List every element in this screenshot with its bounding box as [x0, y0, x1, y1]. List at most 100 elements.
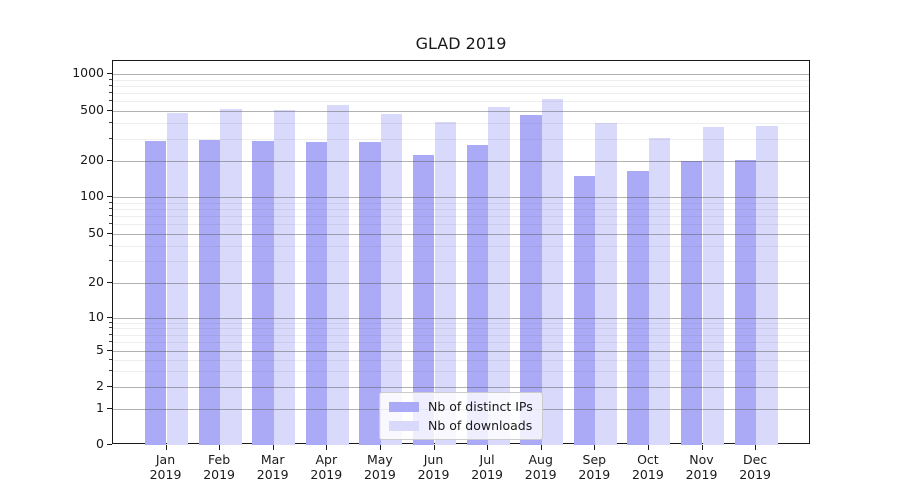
y-tick-mark	[107, 408, 112, 409]
bar-downloads-may	[380, 114, 403, 445]
x-tick-month: May	[366, 452, 393, 467]
y-tick-label: 1000	[72, 65, 104, 81]
major-gridline	[113, 74, 809, 76]
y-tick-label: 0	[96, 436, 104, 451]
bar-ips-jan	[144, 141, 167, 445]
bar-downloads-jul	[488, 107, 510, 445]
x-tick-mark	[379, 445, 381, 450]
y-tick-label: 50	[88, 225, 104, 241]
bar-ips-dec	[734, 159, 757, 445]
x-tick-year: 2019	[363, 467, 396, 482]
y-minor-tick-mark	[109, 215, 112, 217]
x-tick-year: 2019	[203, 467, 235, 482]
x-tick-month: Aug	[528, 452, 553, 467]
y-minor-tick-mark	[109, 260, 112, 262]
bar-ips-feb	[198, 139, 221, 445]
y-minor-tick-mark	[109, 341, 112, 343]
x-tick-month: Jan	[155, 452, 176, 467]
bar-ips-aug	[520, 115, 542, 445]
x-tick-mark	[755, 445, 757, 450]
bar-ips-mar	[252, 140, 274, 445]
x-tick-year: 2019	[631, 467, 664, 482]
y-tick-mark	[107, 282, 112, 283]
x-tick-month: Oct	[637, 452, 659, 467]
x-tick-year: 2019	[256, 467, 289, 482]
x-tick-mark	[272, 445, 274, 450]
x-tick-label: Oct 2019	[608, 452, 688, 482]
y-minor-tick-mark	[109, 85, 112, 87]
y-tick-label: 200	[80, 151, 104, 167]
x-tick-label: Mar 2019	[233, 452, 313, 482]
y-tick-mark	[107, 196, 112, 197]
x-tick-label: Jan 2019	[126, 452, 206, 482]
bar-downloads-jan	[166, 112, 189, 445]
y-minor-tick-mark	[109, 358, 112, 360]
bar-downloads-apr	[327, 105, 349, 445]
x-tick-label: Feb 2019	[179, 452, 259, 482]
legend-label-distinct-ips: Nb of distinct IPs	[428, 399, 533, 414]
y-tick-mark	[107, 159, 112, 161]
x-tick-month: Feb	[208, 452, 231, 467]
x-tick-month: Dec	[742, 452, 768, 467]
chart-title: GLAD 2019	[415, 34, 507, 53]
y-tick-label: 2	[96, 377, 104, 393]
y-minor-tick-mark	[109, 369, 112, 371]
x-tick-label: Jun 2019	[394, 452, 474, 482]
x-tick-mark	[326, 445, 328, 450]
x-tick-year: 2019	[149, 467, 182, 482]
y-minor-tick-mark	[109, 208, 112, 209]
x-tick-label: May 2019	[340, 452, 420, 482]
x-tick-year: 2019	[685, 467, 718, 482]
x-tick-mark	[165, 445, 167, 450]
x-tick-mark	[219, 445, 221, 450]
y-tick-label: 20	[88, 274, 104, 289]
y-minor-tick-mark	[109, 223, 112, 225]
bar-ips-jul	[466, 144, 489, 445]
legend-swatch-downloads	[389, 420, 419, 431]
y-minor-tick-mark	[109, 122, 112, 124]
y-tick-label: 5	[96, 342, 104, 357]
x-tick-label: Aug 2019	[501, 452, 581, 482]
y-tick-mark	[107, 444, 112, 445]
bar-ips-apr	[305, 141, 328, 445]
y-tick-mark	[107, 385, 112, 387]
y-minor-tick-mark	[109, 321, 112, 323]
bar-ips-nov	[680, 160, 703, 445]
bar-downloads-oct	[648, 137, 671, 445]
y-tick-mark	[107, 316, 112, 318]
x-tick-month: Jun	[423, 452, 444, 467]
x-tick-label: Jul 2019	[447, 452, 527, 482]
legend-item-distinct-ips: Nb of distinct IPs	[389, 397, 533, 416]
x-tick-month: Nov	[689, 452, 714, 467]
x-tick-label: Sep 2019	[554, 452, 634, 482]
bar-downloads-jun	[434, 122, 457, 445]
x-tick-month: Sep	[582, 452, 607, 467]
x-tick-year: 2019	[417, 467, 450, 482]
y-tick-mark	[107, 233, 112, 235]
bar-ips-oct	[627, 170, 649, 445]
minor-gridline	[113, 123, 809, 125]
bar-ips-may	[359, 141, 381, 445]
bar-ips-sep	[573, 176, 596, 445]
legend: Nb of distinct IPs Nb of downloads	[379, 392, 543, 440]
x-tick-mark	[647, 445, 649, 450]
x-tick-mark	[540, 445, 542, 450]
x-tick-label: Dec 2019	[715, 452, 795, 482]
bar-downloads-sep	[595, 123, 617, 445]
y-tick-mark	[107, 110, 112, 111]
minor-gridline	[113, 93, 809, 95]
y-tick-label: 500	[80, 102, 104, 117]
x-tick-label: Apr 2019	[286, 452, 366, 482]
minor-gridline	[113, 79, 809, 81]
bar-downloads-nov	[702, 126, 725, 445]
y-minor-tick-mark	[109, 92, 112, 94]
bar-downloads-feb	[220, 108, 242, 445]
x-tick-year: 2019	[578, 467, 611, 482]
x-tick-month: Apr	[315, 452, 338, 467]
y-tick-mark	[107, 73, 112, 75]
y-minor-tick-mark	[109, 327, 112, 329]
x-tick-mark	[487, 445, 489, 450]
minor-gridline	[113, 101, 809, 103]
x-tick-year: 2019	[471, 467, 503, 482]
